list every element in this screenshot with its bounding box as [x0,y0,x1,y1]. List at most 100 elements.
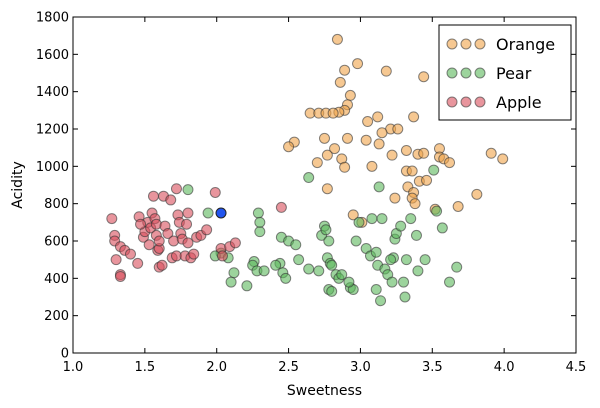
data-point-orange [321,183,333,195]
data-point-apple [110,254,122,266]
data-point-pear [254,226,266,238]
data-point-apple [229,237,241,249]
data-point-pear [336,269,348,281]
data-point-orange [311,157,323,169]
x-tick-label: 1.5 [135,360,156,375]
y-tick-label: 1400 [36,85,69,100]
data-point-orange [360,134,372,146]
data-point-pear [293,254,305,266]
data-point-orange [406,165,418,177]
highlighted-data-point [215,207,227,219]
data-point-apple [209,186,221,198]
data-point-orange [373,138,385,150]
legend-marker [460,96,472,108]
legend-marker [446,96,458,108]
data-point-pear [366,213,378,225]
data-point-pear [280,272,292,284]
data-point-orange [400,144,412,156]
data-point-pear [225,276,237,288]
data-point-orange [339,161,351,173]
legend-label: Apple [496,93,542,112]
y-tick-label: 800 [44,197,69,212]
data-point-apple [188,248,200,260]
data-point-orange [380,65,392,77]
data-point-apple [153,235,165,247]
x-axis-label: Sweetness [287,383,362,399]
x-tick-label: 2.0 [206,360,227,375]
y-tick-label: 0 [61,347,69,362]
data-point-orange [362,116,374,128]
data-point-orange [418,147,430,159]
y-tick-label: 1000 [36,160,69,175]
data-point-pear [320,224,332,236]
data-point-orange [334,76,346,88]
data-point-apple [162,228,174,240]
data-point-orange [331,33,343,45]
data-point-pear [400,254,412,266]
data-point-pear [303,263,315,275]
legend: Orange Pear Apple [438,24,572,121]
data-point-pear [370,284,382,296]
legend-label: Orange [496,35,555,54]
data-point-pear [405,213,417,225]
data-point-orange [444,157,456,169]
legend-marker [474,38,486,50]
data-point-pear [326,259,338,271]
data-point-pear [313,265,325,277]
data-point-orange [372,111,384,123]
x-tick-label: 1.0 [63,360,84,375]
data-point-pear [436,222,448,234]
data-point-apple [143,239,155,251]
data-point-apple [156,259,168,271]
data-point-apple [216,250,228,262]
data-point-orange [329,143,341,155]
data-point-pear [370,246,382,258]
data-point-pear [373,181,385,193]
x-tick-label: 2.5 [278,360,299,375]
data-point-orange [344,89,356,101]
data-point-pear [353,216,365,228]
data-point-pear [228,267,240,279]
data-point-pear [202,207,214,219]
data-point-orange [409,198,421,210]
data-point-orange [283,141,295,153]
legend-item-orange: Orange [446,35,555,54]
data-point-apple [182,237,194,249]
data-point-apple [275,201,287,213]
data-point-pear [376,213,388,225]
data-point-pear [350,235,362,247]
legend-label: Pear [496,64,532,83]
series-orange [283,33,509,228]
data-point-pear [252,207,264,219]
data-point-orange [418,71,430,83]
data-point-orange [327,107,339,119]
data-point-apple [124,248,136,260]
series-apple [106,183,287,282]
data-point-orange [392,123,404,135]
legend-marker [446,67,458,79]
data-points [106,33,509,307]
data-point-pear [241,280,253,292]
data-point-orange [497,153,509,165]
data-point-pear [303,172,315,184]
axis-ticks: 1.0 1.5 2.0 2.5 3.0 3.5 4.0 4.5 0 200 400 600 800 100… [36,11,586,376]
data-point-pear [375,295,387,307]
y-tick-label: 600 [44,235,69,250]
data-point-orange [339,64,351,76]
data-point-pear [343,276,355,288]
legend-marker [460,38,472,50]
y-tick-label: 1800 [36,11,69,26]
data-point-pear [182,184,194,196]
y-tick-label: 200 [44,309,69,324]
data-point-orange [321,149,333,161]
data-point-pear [290,239,302,251]
data-point-pear [254,216,266,228]
data-point-orange [347,209,359,221]
data-point-pear [451,261,463,273]
data-point-apple [135,218,147,230]
data-point-orange [386,149,398,161]
x-tick-label: 4.0 [494,360,515,375]
legend-marker [474,96,486,108]
data-point-pear [398,276,410,288]
